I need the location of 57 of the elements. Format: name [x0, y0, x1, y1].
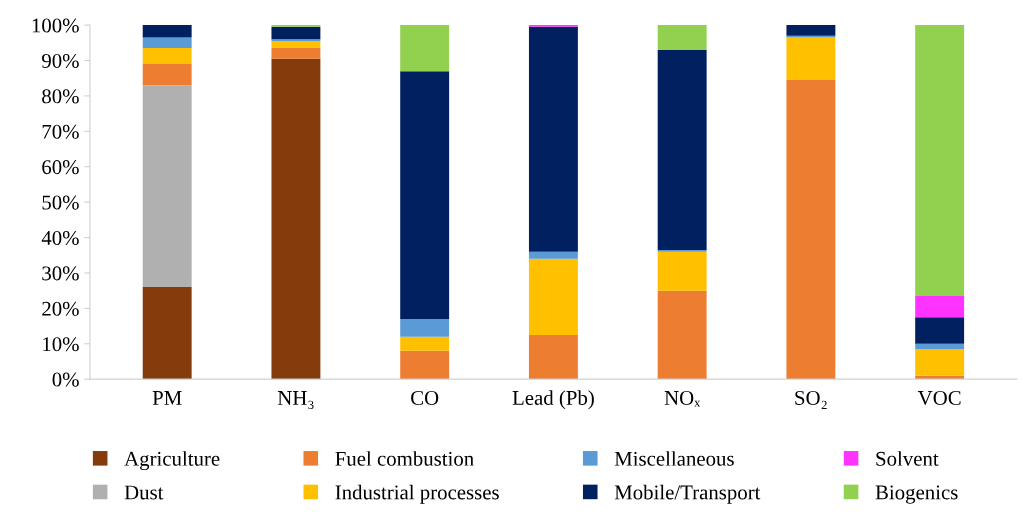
legend-label: Industrial processes	[335, 484, 499, 504]
bar	[915, 295, 965, 318]
bar	[400, 336, 450, 351]
bar	[142, 85, 192, 288]
bar	[142, 25, 192, 38]
x-tick-label: SO₂	[795, 390, 827, 409]
bar	[528, 258, 578, 335]
bar	[528, 334, 578, 380]
x-tick-label: NOₓ	[664, 390, 701, 407]
y-tick-label: 0%	[52, 372, 79, 387]
bar	[142, 37, 192, 49]
legend-label: Solvent	[876, 451, 939, 466]
legend-label: Biogenics	[875, 485, 958, 504]
x-tick-label: PM	[152, 391, 182, 405]
y-tick-label: 80%	[42, 89, 79, 104]
legend-label: Fuel combustion	[335, 451, 474, 466]
bar	[271, 48, 321, 59]
x-tick-label: Lead (Pb)	[512, 390, 594, 410]
bar	[657, 25, 707, 50]
bar	[786, 79, 836, 380]
bar	[271, 41, 321, 49]
bar	[271, 26, 321, 40]
legend-label: Miscellaneous	[614, 451, 734, 466]
y-tick-label: 40%	[41, 230, 79, 246]
y-tick-label: 70%	[42, 124, 79, 139]
bar	[915, 343, 965, 350]
legend-label: Dust	[124, 485, 164, 500]
y-tick-label: 60%	[42, 160, 79, 175]
legend-label: Agriculture	[124, 451, 220, 471]
y-tick-label: 100%	[32, 18, 79, 33]
bar	[657, 49, 707, 250]
bar	[400, 71, 450, 319]
x-tick-label: CO	[411, 390, 439, 405]
y-tick-label: 50%	[42, 195, 79, 210]
bar	[915, 25, 965, 296]
bar	[657, 251, 707, 291]
bar	[142, 64, 192, 86]
y-tick-label: 90%	[42, 53, 79, 69]
bar	[142, 48, 192, 65]
bar	[786, 37, 836, 80]
bar	[657, 290, 707, 380]
bar	[400, 350, 450, 380]
y-tick-label: 10%	[43, 337, 79, 352]
bar	[400, 318, 450, 337]
y-tick-label: 20%	[42, 301, 79, 316]
x-tick-label: NH₃	[277, 391, 314, 410]
bar	[528, 251, 578, 259]
bar	[142, 287, 192, 380]
y-tick-label: 30%	[42, 266, 79, 281]
bar	[271, 58, 321, 380]
bar	[528, 26, 578, 252]
legend-label: Mobile/Transport	[614, 484, 761, 504]
bar	[400, 25, 450, 72]
x-tick-label: VOC	[917, 390, 961, 406]
bar	[786, 25, 836, 36]
bar	[915, 317, 965, 344]
bar	[915, 349, 965, 376]
